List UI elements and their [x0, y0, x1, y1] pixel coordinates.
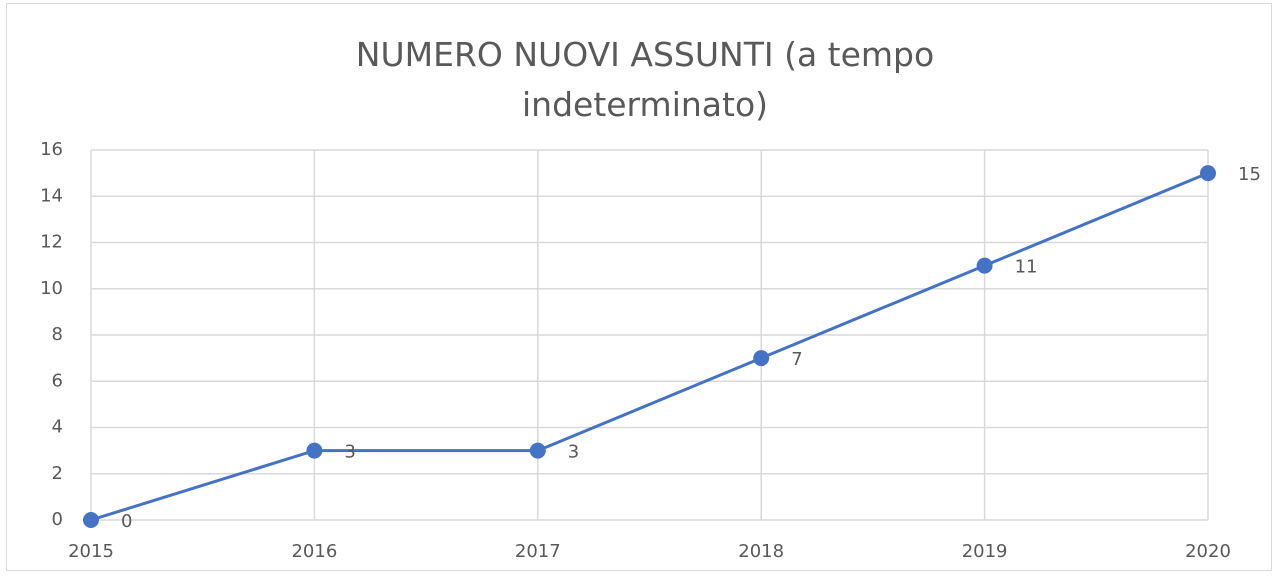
data-label: 0: [121, 511, 132, 532]
point: [529, 442, 546, 459]
x-tick-label: 2016: [291, 541, 337, 562]
x-tick-label: 2018: [738, 541, 784, 562]
data-label: 3: [568, 442, 579, 463]
x-tick-label: 2017: [515, 541, 561, 562]
data-label: 11: [1015, 257, 1038, 278]
y-tick-label: 6: [52, 370, 63, 391]
point: [976, 257, 993, 274]
line: [90, 171, 1209, 522]
y-tick-label: 12: [40, 232, 63, 253]
x-tick-label: 2015: [68, 541, 114, 562]
point: [1200, 165, 1216, 182]
y-tick-label: 2: [52, 463, 63, 484]
point: [753, 350, 770, 367]
y-tick-label: 14: [40, 185, 63, 206]
data-label: 15: [1238, 164, 1261, 185]
y-tick-label: 8: [52, 324, 63, 345]
y-tick-label: 16: [40, 139, 63, 160]
point: [306, 442, 323, 459]
chart-title: NUMERO NUOVI ASSUNTI (a tempo indetermin…: [355, 35, 935, 124]
point: [83, 512, 99, 528]
x-tick-label: 2019: [962, 541, 1008, 562]
x-tick-label: 2020: [1185, 541, 1231, 562]
data-label: 3: [344, 442, 355, 463]
data-label: 7: [791, 349, 802, 370]
chart-frame: [6, 3, 1272, 571]
y-tick-label: 10: [40, 278, 63, 299]
y-tick-label: 4: [52, 417, 63, 438]
y-tick-label: 0: [52, 509, 63, 530]
